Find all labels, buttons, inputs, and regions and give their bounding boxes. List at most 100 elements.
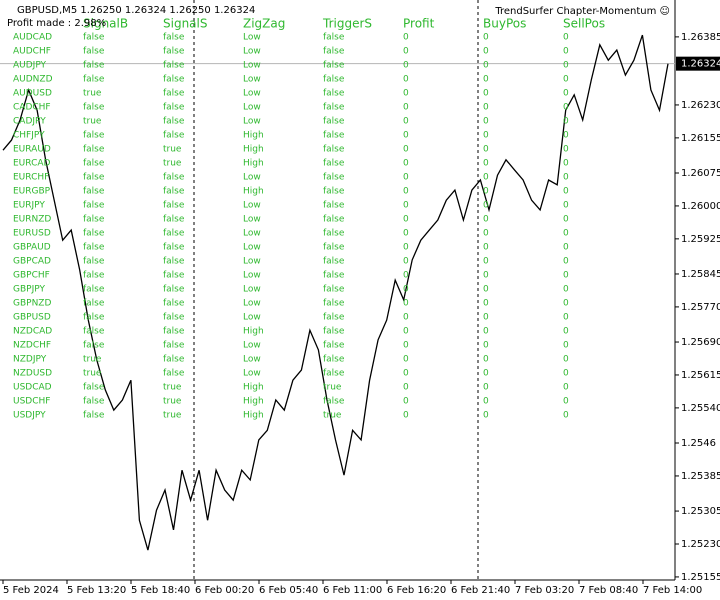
table-cell: 0 — [563, 313, 569, 323]
table-cell: 0 — [563, 201, 569, 211]
y-tick-label: 1.26155 — [681, 133, 720, 144]
table-cell: false — [323, 271, 345, 281]
table-cell: High — [243, 397, 264, 407]
y-tick-label: 1.26075 — [681, 168, 720, 179]
table-cell: 0 — [563, 285, 569, 295]
table-cell: 0 — [563, 327, 569, 337]
table-cell: 0 — [563, 383, 569, 393]
table-cell: Low — [243, 369, 261, 379]
table-cell: false — [163, 47, 185, 57]
table-cell: 0 — [563, 369, 569, 379]
table-cell: High — [243, 159, 264, 169]
table-cell: false — [83, 271, 105, 281]
table-cell: High — [243, 327, 264, 337]
table-cell: false — [323, 89, 345, 99]
table-cell: false — [323, 369, 345, 379]
y-tick-label: 1.25925 — [681, 234, 720, 245]
table-cell: 0 — [483, 355, 489, 365]
table-cell: false — [323, 173, 345, 183]
table-cell: High — [243, 411, 264, 421]
table-cell: false — [323, 257, 345, 267]
table-cell: 0 — [563, 145, 569, 155]
table-cell: true — [83, 369, 102, 379]
symbol-name: CADJPY — [13, 117, 46, 127]
symbol-name: GBPUSD — [13, 313, 51, 323]
table-cell: false — [83, 187, 105, 197]
symbol-name: GBPCHF — [13, 271, 50, 281]
column-header: SignalB — [83, 17, 128, 31]
table-cell: false — [323, 285, 345, 295]
table-cell: false — [163, 257, 185, 267]
table-cell: 0 — [483, 159, 489, 169]
table-cell: 0 — [563, 75, 569, 85]
table-cell: false — [163, 61, 185, 71]
x-tick-label: 5 Feb 13:20 — [67, 585, 126, 596]
table-cell: false — [163, 313, 185, 323]
table-cell: false — [83, 131, 105, 141]
table-cell: 0 — [483, 131, 489, 141]
current-price-box — [676, 56, 720, 71]
table-cell: High — [243, 145, 264, 155]
symbol-table: SignalB SignalS ZigZag TriggerS Profit BuyPos… — [13, 17, 605, 421]
table-cell: 0 — [563, 257, 569, 267]
table-cell: false — [83, 341, 105, 351]
table-cell: false — [83, 243, 105, 253]
table-cell: 0 — [483, 89, 489, 99]
table-cell: High — [243, 383, 264, 393]
table-cell: false — [323, 341, 345, 351]
table-cell: High — [243, 187, 264, 197]
current-price-label: 1.26324 — [681, 59, 720, 70]
table-cell: false — [83, 257, 105, 267]
table-cell: false — [163, 173, 185, 183]
table-cell: 0 — [483, 327, 489, 337]
table-cell: 0 — [403, 131, 409, 141]
table-cell: false — [83, 61, 105, 71]
table-cell: false — [323, 159, 345, 169]
table-cell: Low — [243, 341, 261, 351]
table-cell: false — [83, 327, 105, 337]
table-cell: 0 — [563, 397, 569, 407]
plot — [0, 34, 675, 551]
table-cell: false — [83, 411, 105, 421]
symbol-name: EURJPY — [13, 201, 45, 211]
column-header: BuyPos — [483, 17, 526, 31]
y-tick-label: 1.26000 — [681, 201, 720, 212]
symbol-name: NZDCAD — [13, 327, 52, 337]
table-cell: 0 — [563, 411, 569, 421]
table-cell: 0 — [403, 201, 409, 211]
table-cell: false — [163, 187, 185, 197]
symbol-name: NZDCHF — [13, 341, 51, 351]
table-cell: false — [163, 341, 185, 351]
y-tick-label: 1.25845 — [681, 269, 720, 280]
table-cell: 0 — [563, 117, 569, 127]
symbol-name: EURCAD — [13, 159, 51, 169]
table-cell: false — [323, 103, 345, 113]
table-cell: 0 — [403, 313, 409, 323]
table-cell: false — [83, 103, 105, 113]
table-cell: false — [323, 75, 345, 85]
table-cell: false — [163, 327, 185, 337]
table-cell: 0 — [483, 271, 489, 281]
table-cell: 0 — [403, 243, 409, 253]
table-cell: false — [323, 397, 345, 407]
table-cell: true — [163, 145, 182, 155]
table-cell: false — [163, 285, 185, 295]
table-cell: false — [323, 145, 345, 155]
table-cell: false — [323, 61, 345, 71]
column-header: TriggerS — [322, 17, 372, 31]
table-cell: 0 — [403, 215, 409, 225]
table-cell: false — [83, 229, 105, 239]
table-cell: 0 — [403, 159, 409, 169]
table-cell: 0 — [403, 341, 409, 351]
table-cell: false — [83, 397, 105, 407]
symbol-name: AUDJPY — [13, 61, 47, 71]
table-cell: Low — [243, 103, 261, 113]
table-cell: 0 — [403, 173, 409, 183]
table-cell: High — [243, 131, 264, 141]
table-cell: true — [83, 117, 102, 127]
y-tick-label: 1.25305 — [681, 506, 720, 517]
table-cell: 0 — [403, 229, 409, 239]
y-tick-label: 1.25155 — [681, 572, 720, 583]
table-cell: false — [323, 131, 345, 141]
table-cell: Low — [243, 117, 261, 127]
